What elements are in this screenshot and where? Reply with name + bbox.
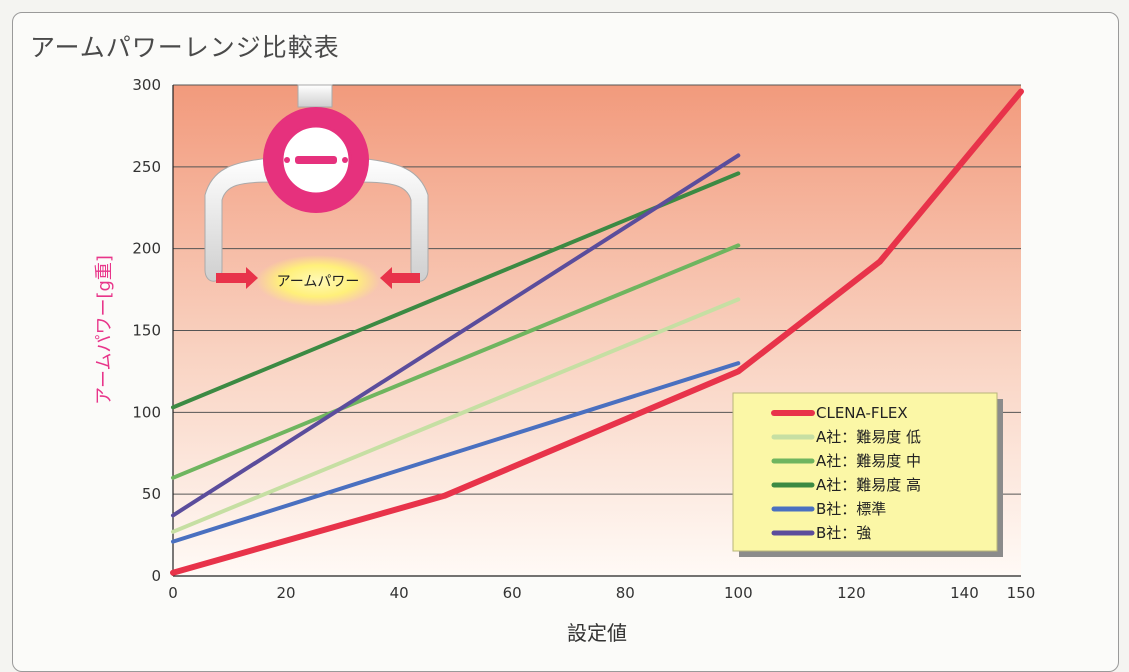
legend: CLENA-FLEX A社：難易度 低 A社：難易度 中 A社：難易度 高 B社：標準 B… [732,392,1003,557]
series-lines [170,88,1024,576]
x-tick-label: 40 [390,584,409,602]
x-axis-title: 設定値 [567,621,627,645]
legend-box [732,392,998,552]
y-tick-label: 250 [132,158,161,176]
series-line-2 [171,297,741,534]
legend-label: B社：強 [816,524,871,542]
arm-unit-stem [297,84,333,108]
y-tick-labels: 0 50 100 150 200 250 300 [132,76,161,585]
y-tick-label: 150 [132,322,161,340]
series-line-6 [171,153,741,518]
arm-unit-illustration: アームパワー [204,84,429,307]
legend-label: A社：難易度 高 [816,476,921,494]
x-tick-label: 80 [616,584,635,602]
y-tick-label: 0 [151,567,161,585]
x-tick-label: 20 [277,584,296,602]
series-line-3 [171,243,741,480]
y-tick-label: 300 [132,76,161,94]
legend-label: B社：標準 [816,500,886,518]
x-tick-label: 120 [837,584,866,602]
x-tick-labels: 0 20 40 60 80 100 120 140 150 [168,584,1035,602]
x-tick-label: 0 [168,584,178,602]
dial-dot-left [284,157,290,163]
arm-left [204,157,273,282]
series-line-5 [171,361,741,544]
x-tick-label: 100 [724,584,753,602]
glow-burst [256,255,380,307]
legend-label: A社：難易度 低 [816,428,921,446]
y-axis-title: アームパワー[g重] [94,255,115,405]
arrow-right-icon [216,267,258,289]
arrow-left-icon [380,267,420,289]
x-tick-label: 60 [503,584,522,602]
chart-title: アームパワーレンジ比較表 [30,33,340,62]
y-tick-label: 100 [132,403,161,421]
series-line-1 [170,88,1024,576]
legend-label: CLENA-FLEX [816,404,908,422]
legend-label: A社：難易度 中 [816,452,921,470]
x-tick-label: 140 [950,584,979,602]
series-line-4 [171,171,741,410]
y-tick-label: 50 [142,485,161,503]
dial-bar [295,156,337,164]
y-tick-label: 200 [132,240,161,258]
arm-power-label: アームパワー [277,274,360,290]
x-tick-label: 150 [1007,584,1036,602]
dial-dot-right [342,157,348,163]
